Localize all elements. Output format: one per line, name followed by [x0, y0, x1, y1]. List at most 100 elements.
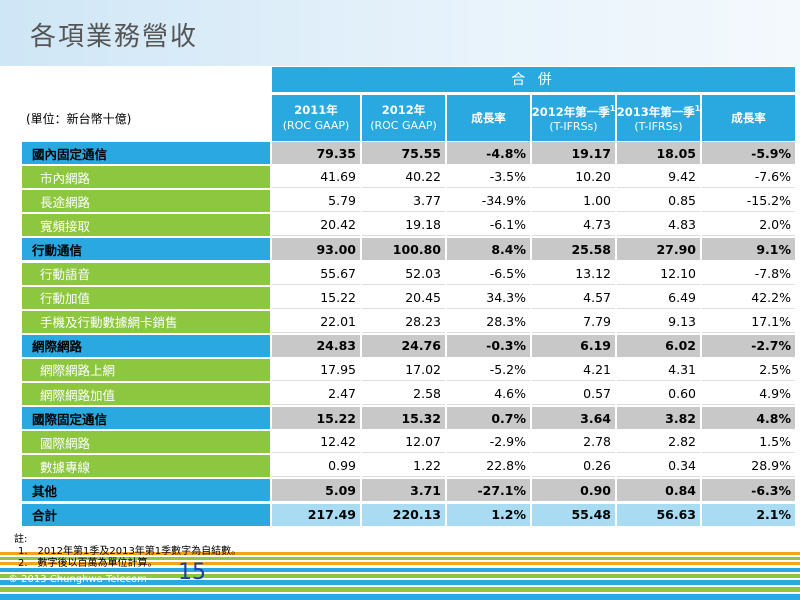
- column-header: 成長率: [447, 95, 530, 141]
- stripe: [0, 568, 800, 572]
- item-label: 行動語音: [22, 262, 270, 285]
- value-cell: 9.42: [617, 166, 700, 189]
- value-cell: 3.77: [362, 190, 445, 213]
- value-cell: -5.9%: [702, 142, 795, 165]
- item-label: 網際網路加值: [22, 383, 270, 406]
- value-cell: 0.60: [617, 383, 700, 406]
- item-label: 網際網路上網: [22, 358, 270, 381]
- column-label-text: 成長率: [731, 111, 766, 125]
- value-cell: 4.73: [532, 214, 615, 237]
- value-cell: 0.99: [272, 455, 360, 478]
- value-cell: 42.2%: [702, 286, 795, 309]
- value-cell: 5.79: [272, 190, 360, 213]
- value-cell: 2.0%: [702, 214, 795, 237]
- column-label: 2013年第一季1: [617, 101, 701, 120]
- value-cell: 12.10: [617, 262, 700, 285]
- stripe: [0, 562, 800, 565]
- value-cell: 4.57: [532, 286, 615, 309]
- column-label-text: 成長率: [471, 111, 506, 125]
- footnote-ref: 1: [609, 103, 616, 113]
- footnote-ref: 1: [694, 103, 701, 113]
- row-label: 行動通信: [22, 238, 270, 261]
- value-cell: 93.00: [272, 238, 360, 261]
- value-cell: 55.48: [532, 503, 615, 526]
- column-label: 成長率: [471, 110, 506, 126]
- value-cell: 17.02: [362, 358, 445, 381]
- value-cell: 0.57: [532, 383, 615, 406]
- value-cell: 3.82: [617, 407, 700, 430]
- value-cell: 6.49: [617, 286, 700, 309]
- item-label: 行動加值: [22, 286, 270, 309]
- column-label-text: 2011年: [294, 103, 338, 117]
- stripe: [0, 574, 800, 578]
- value-cell: 1.5%: [702, 431, 795, 454]
- stripe: [0, 594, 800, 600]
- value-cell: 7.79: [532, 310, 615, 333]
- footer-stripes: [0, 552, 800, 600]
- value-cell: 0.34: [617, 455, 700, 478]
- stripe: [0, 580, 800, 585]
- column-basis: (ROC GAAP): [370, 119, 437, 132]
- item-label: 國際網路: [22, 431, 270, 454]
- value-cell: 75.55: [362, 142, 445, 165]
- column-label-text: 2012年: [381, 103, 426, 117]
- column-basis: (T-IFRSs): [549, 120, 598, 134]
- note: 1. 2012年第1季及2013年第1季數字為自結數。: [18, 546, 242, 557]
- value-cell: 4.83: [617, 214, 700, 237]
- value-cell: 1.22: [362, 455, 445, 478]
- value-cell: -4.8%: [447, 142, 530, 165]
- item-label: 寬頻接取: [22, 214, 270, 237]
- row-label: 國際固定通信: [22, 407, 270, 430]
- slide-title: 各項業務營收: [30, 22, 199, 52]
- column-label-text: 2013年第一季: [616, 104, 695, 119]
- value-cell: 4.21: [532, 358, 615, 381]
- value-cell: 79.35: [272, 142, 360, 165]
- value-cell: 28.3%: [447, 310, 530, 333]
- title-bar: [0, 0, 800, 66]
- value-cell: 2.58: [362, 383, 445, 406]
- value-cell: 28.23: [362, 310, 445, 333]
- value-cell: 19.17: [532, 142, 615, 165]
- value-cell: 2.47: [272, 383, 360, 406]
- value-cell: 4.8%: [702, 407, 795, 430]
- value-cell: 0.26: [532, 455, 615, 478]
- value-cell: -6.5%: [447, 262, 530, 285]
- value-cell: 2.5%: [702, 358, 795, 381]
- value-cell: 41.69: [272, 166, 360, 189]
- item-label: 數據專線: [22, 455, 270, 478]
- value-cell: 100.80: [362, 238, 445, 261]
- value-cell: 2.78: [532, 431, 615, 454]
- value-cell: -6.3%: [702, 479, 795, 502]
- value-cell: -15.2%: [702, 190, 795, 213]
- value-cell: 34.3%: [447, 286, 530, 309]
- notes-heading: 註:: [14, 534, 28, 545]
- value-cell: 15.22: [272, 407, 360, 430]
- value-cell: -7.6%: [702, 166, 795, 189]
- value-cell: 18.05: [617, 142, 700, 165]
- copyright: © 2013 Chunghwa Telecom: [8, 574, 147, 585]
- value-cell: 4.9%: [702, 383, 795, 406]
- value-cell: 22.01: [272, 310, 360, 333]
- value-cell: 9.13: [617, 310, 700, 333]
- stripe: [0, 552, 800, 555]
- value-cell: 12.07: [362, 431, 445, 454]
- value-cell: 2.82: [617, 431, 700, 454]
- value-cell: 13.12: [532, 262, 615, 285]
- value-cell: -3.5%: [447, 166, 530, 189]
- value-cell: 40.22: [362, 166, 445, 189]
- value-cell: 0.84: [617, 479, 700, 502]
- value-cell: -6.1%: [447, 214, 530, 237]
- value-cell: 12.42: [272, 431, 360, 454]
- value-cell: 6.02: [617, 334, 700, 357]
- value-cell: 4.6%: [447, 383, 530, 406]
- item-label: 手機及行動數據網卡銷售: [22, 310, 270, 333]
- column-header: 成長率: [702, 95, 795, 141]
- unit-note: (單位：新台幣十億): [26, 112, 132, 126]
- value-cell: -2.7%: [702, 334, 795, 357]
- value-cell: 19.18: [362, 214, 445, 237]
- value-cell: 55.67: [272, 262, 360, 285]
- column-basis: (T-IFRSs): [634, 120, 683, 134]
- value-cell: 6.19: [532, 334, 615, 357]
- row-label: 國內固定通信: [22, 142, 270, 165]
